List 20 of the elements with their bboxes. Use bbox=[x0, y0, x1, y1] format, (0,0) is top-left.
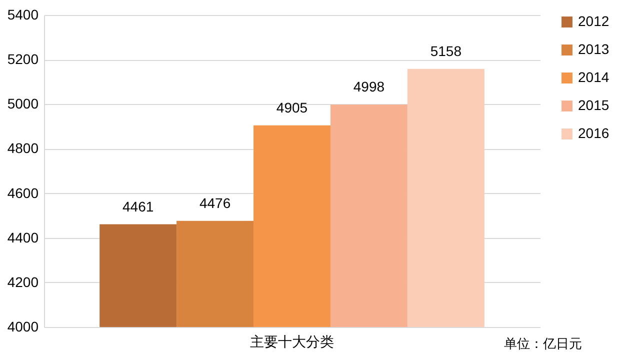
legend-label: 2014 bbox=[578, 69, 610, 85]
data-label: 5158 bbox=[430, 42, 462, 59]
x-tick-label: 主要十大分类 bbox=[250, 334, 334, 350]
data-label: 4905 bbox=[276, 99, 308, 116]
legend-label: 2015 bbox=[578, 97, 610, 113]
y-tick-label: 4200 bbox=[7, 274, 39, 290]
legend-label: 2016 bbox=[578, 125, 610, 141]
data-label: 4461 bbox=[122, 198, 154, 214]
legend-label: 2012 bbox=[578, 13, 610, 29]
y-tick-label: 4800 bbox=[7, 140, 39, 156]
y-tick-label: 4400 bbox=[7, 229, 39, 246]
data-label: 4476 bbox=[199, 194, 231, 211]
y-tick-label: 5000 bbox=[7, 96, 39, 112]
unit-note: 单位：亿日元 bbox=[504, 335, 582, 353]
y-tick-label: 4600 bbox=[7, 184, 39, 201]
legend-label: 2013 bbox=[578, 41, 610, 57]
y-tick-label: 5200 bbox=[7, 51, 39, 68]
data-label: 4998 bbox=[353, 78, 385, 95]
y-tick-label: 4000 bbox=[7, 318, 39, 334]
y-tick-label: 5400 bbox=[7, 6, 39, 22]
